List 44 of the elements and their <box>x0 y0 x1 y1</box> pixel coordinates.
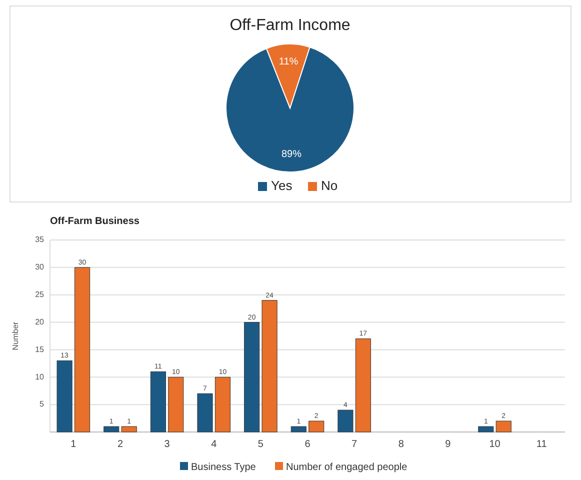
bar <box>496 420 512 432</box>
bar <box>244 322 260 432</box>
y-tick-label: 20 <box>35 317 45 326</box>
chart-title: Off-Farm Business <box>50 216 140 227</box>
x-tick-label: 1 <box>70 439 77 450</box>
bar <box>121 426 137 432</box>
bar <box>74 267 90 432</box>
x-tick-label: 9 <box>445 439 452 450</box>
pie-slice <box>226 46 354 172</box>
bar <box>308 420 324 432</box>
x-tick-label: 11 <box>536 439 548 450</box>
x-tick-label: 8 <box>398 439 404 450</box>
bar <box>355 338 371 432</box>
legend-label: Yes <box>271 178 293 193</box>
x-tick-label: 2 <box>117 439 124 450</box>
y-tick-label: 5 <box>40 400 45 409</box>
bar <box>290 426 306 432</box>
y-tick-label: 10 <box>35 372 45 382</box>
y-tick-label: 25 <box>35 290 45 299</box>
x-tick-label: 5 <box>258 439 264 450</box>
bar <box>104 426 120 432</box>
y-tick-label: 30 <box>35 262 45 272</box>
x-tick-label: 4 <box>211 439 218 450</box>
x-tick-label: 10 <box>489 439 501 450</box>
legend-label: Business Type <box>191 462 256 473</box>
chart-title: Off-Farm Income <box>230 17 350 34</box>
x-tick-label: 3 <box>164 439 170 450</box>
bar <box>338 410 354 432</box>
bar <box>56 360 72 432</box>
bar <box>262 300 278 432</box>
legend-label: No <box>321 178 338 193</box>
data-label: 11% <box>278 56 298 68</box>
y-tick-label: 15 <box>35 344 45 354</box>
y-axis-title: Number <box>11 321 20 350</box>
y-tick-label: 35 <box>35 235 45 244</box>
x-tick-label: 6 <box>304 439 311 450</box>
x-tick-label: 7 <box>352 439 358 450</box>
bar <box>150 371 166 432</box>
bar <box>478 426 494 432</box>
bar <box>214 376 230 432</box>
data-label: 89% <box>281 149 302 160</box>
bar <box>168 376 184 432</box>
bar <box>197 393 213 432</box>
legend-label: Number of engaged people <box>286 462 408 473</box>
